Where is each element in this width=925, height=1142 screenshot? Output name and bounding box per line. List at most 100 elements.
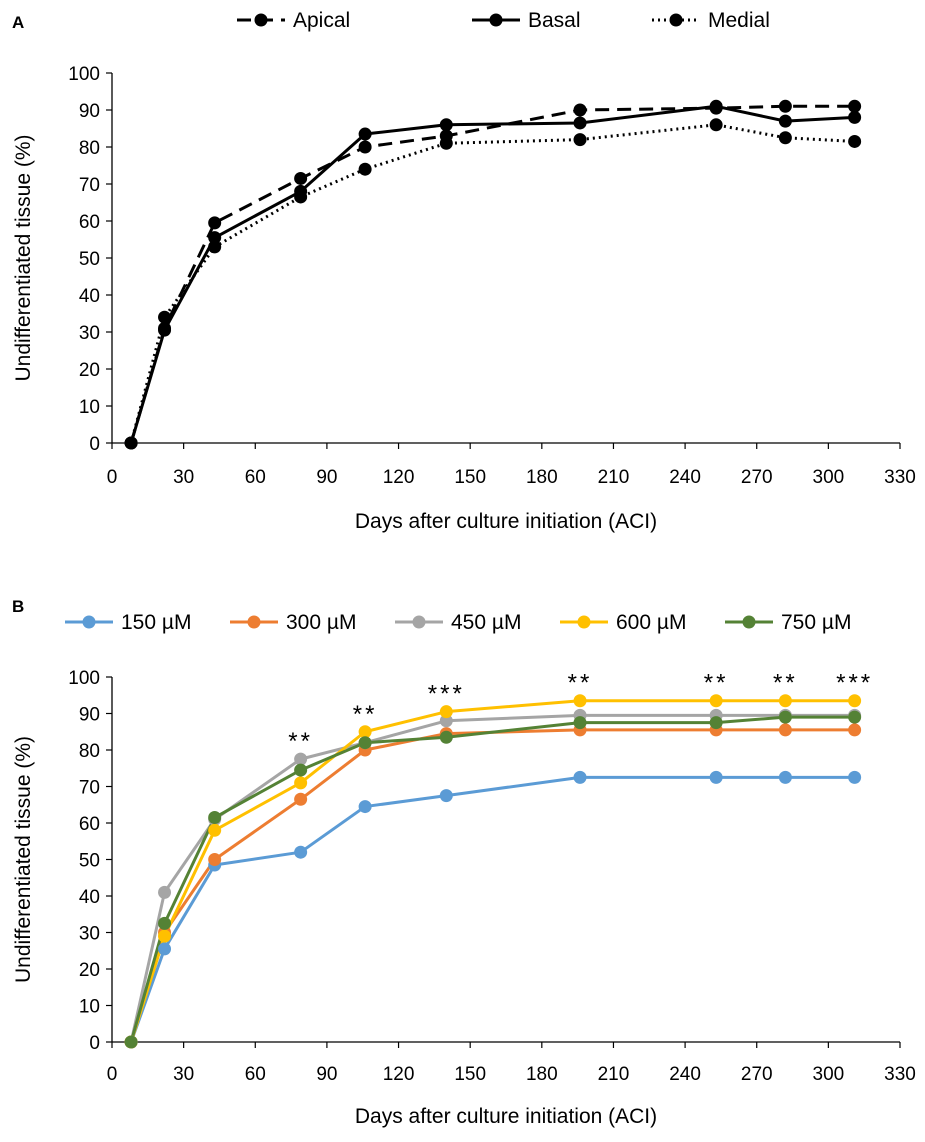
chart-panel-a: A 0 10 20 30 40 50 60 70 80 90 100 0 30 60 90 120 150 180 2…	[12, 9, 916, 533]
legend-label-apical: Apical	[293, 9, 350, 32]
significance-annotation: ***	[836, 670, 873, 697]
data-point-medial	[848, 134, 862, 148]
data-point-apical	[358, 140, 372, 154]
data-point-basal	[709, 99, 723, 113]
data-point-basal	[439, 118, 453, 132]
data-point-600-m	[439, 705, 453, 719]
y-tick-label: 70	[79, 175, 100, 196]
x-tick-label: 120	[383, 1064, 415, 1085]
data-point-150-m	[848, 770, 862, 784]
data-point-600-m	[709, 694, 723, 708]
data-point-medial	[358, 162, 372, 176]
x-tick-label: 150	[454, 1064, 486, 1085]
legend-marker-basal	[489, 13, 503, 27]
y-tick-label: 60	[79, 814, 100, 835]
significance-annotation: **	[353, 701, 378, 728]
data-point-150-m	[709, 770, 723, 784]
y-tick-label: 50	[79, 851, 100, 872]
data-point-medial	[709, 118, 723, 132]
data-point-medial	[573, 133, 587, 147]
y-tick-label: 0	[89, 1033, 100, 1054]
x-tick-label: 0	[107, 1064, 118, 1085]
x-tick-label: 330	[884, 467, 916, 488]
series-line-150-m	[129, 775, 855, 1043]
data-point-600-m	[778, 694, 792, 708]
y-axis-title: Undifferentiated tissue (%)	[12, 134, 35, 381]
y-tick-label: 40	[79, 887, 100, 908]
x-tick-label: 150	[454, 467, 486, 488]
x-tick-label: 330	[884, 1064, 916, 1085]
data-point-450-m	[158, 885, 172, 899]
x-tick-label: 180	[526, 1064, 558, 1085]
legend-label-600-m: 600 µM	[616, 611, 686, 634]
data-point-150-m	[158, 942, 172, 956]
data-point-750-m	[573, 716, 587, 730]
legend-marker-750-m	[742, 615, 756, 629]
data-point-apical	[573, 103, 587, 117]
data-point-300-m	[778, 723, 792, 737]
data-point-750-m	[124, 1035, 138, 1049]
data-point-600-m	[573, 694, 587, 708]
y-tick-label: 20	[79, 360, 100, 381]
y-tick-label: 40	[79, 286, 100, 307]
y-tick-label: 70	[79, 778, 100, 799]
data-point-600-m	[294, 776, 308, 790]
y-tick-label: 0	[89, 434, 100, 455]
data-point-medial	[124, 436, 138, 450]
x-tick-label: 240	[669, 467, 701, 488]
data-point-300-m	[294, 792, 308, 806]
x-tick-label: 90	[316, 1064, 337, 1085]
legend-label-150-m: 150 µM	[121, 611, 191, 634]
data-point-basal	[848, 110, 862, 124]
y-tick-label: 30	[79, 323, 100, 344]
x-tick-label: 300	[813, 1064, 845, 1085]
data-point-750-m	[439, 730, 453, 744]
data-point-750-m	[358, 736, 372, 750]
series-line-basal	[129, 104, 855, 444]
data-point-750-m	[294, 763, 308, 777]
data-point-apical	[778, 99, 792, 113]
x-axis-title: Days after culture initiation (ACI)	[355, 510, 657, 533]
data-point-150-m	[439, 789, 453, 803]
legend-marker-apical	[254, 13, 268, 27]
series-line-300-m	[129, 728, 855, 1043]
series-line-medial	[129, 123, 855, 444]
legend-label-450-m: 450 µM	[451, 611, 521, 634]
data-point-600-m	[208, 823, 222, 837]
y-tick-label: 20	[79, 960, 100, 981]
chart-panel-b: B 0 10 20 30 40 50 60 70 80 90 100 0 30 60 90 120 150 180 2…	[12, 597, 916, 1128]
y-tick-label: 50	[79, 249, 100, 270]
x-tick-label: 0	[107, 467, 118, 488]
data-point-apical	[848, 99, 862, 113]
data-point-medial	[439, 136, 453, 150]
data-point-750-m	[778, 710, 792, 724]
data-point-medial	[158, 310, 172, 324]
data-point-medial	[294, 190, 308, 204]
x-tick-label: 30	[173, 1064, 194, 1085]
y-tick-label: 10	[79, 397, 100, 418]
data-point-basal	[358, 127, 372, 141]
legend-marker-300-m	[247, 615, 261, 629]
data-point-medial	[208, 240, 222, 254]
data-point-150-m	[778, 770, 792, 784]
panel-label: B	[12, 597, 24, 616]
data-point-300-m	[848, 723, 862, 737]
legend-marker-450-m	[412, 615, 426, 629]
data-point-basal	[158, 323, 172, 337]
y-tick-label: 30	[79, 924, 100, 945]
x-tick-label: 270	[741, 467, 773, 488]
data-point-450-m	[294, 752, 308, 766]
data-point-750-m	[709, 716, 723, 730]
data-point-750-m	[848, 710, 862, 724]
significance-annotation: **	[568, 670, 593, 697]
data-point-basal	[778, 114, 792, 128]
y-tick-label: 60	[79, 212, 100, 233]
legend-label-medial: Medial	[708, 9, 770, 32]
y-tick-label: 90	[79, 101, 100, 122]
data-point-150-m	[358, 800, 372, 814]
data-point-600-m	[848, 694, 862, 708]
data-point-750-m	[208, 811, 222, 825]
data-point-150-m	[573, 770, 587, 784]
x-tick-label: 240	[669, 1064, 701, 1085]
y-tick-label: 100	[68, 668, 100, 689]
